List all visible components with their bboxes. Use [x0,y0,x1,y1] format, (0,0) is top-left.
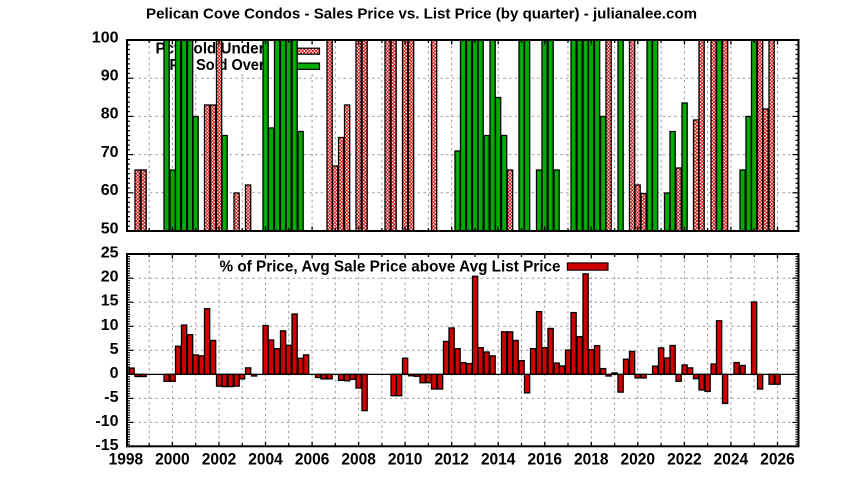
svg-text:2010: 2010 [388,450,423,469]
svg-text:-10: -10 [95,413,118,430]
svg-text:50: 50 [101,220,119,237]
svg-text:2016: 2016 [528,450,563,469]
svg-text:0: 0 [110,365,119,382]
svg-text:2012: 2012 [434,450,469,469]
svg-text:-15: -15 [95,437,118,454]
svg-text:80: 80 [101,106,119,123]
svg-text:2000: 2000 [155,450,190,469]
svg-text:2024: 2024 [714,450,749,469]
svg-text:100: 100 [92,29,119,46]
svg-text:2022: 2022 [667,450,702,469]
svg-text:5: 5 [110,341,119,358]
svg-text:% of Price, Avg Sale Price abo: % of Price, Avg Sale Price above Avg Lis… [220,259,561,276]
svg-text:2004: 2004 [248,450,283,469]
svg-text:25: 25 [101,245,119,262]
svg-text:Pelican Cove Condos - Sales Pr: Pelican Cove Condos - Sales Price vs. Li… [146,6,697,23]
svg-text:15: 15 [101,293,119,310]
svg-text:2006: 2006 [295,450,330,469]
svg-text:10: 10 [101,317,119,334]
svg-text:-5: -5 [104,389,118,406]
svg-text:2002: 2002 [202,450,237,469]
svg-text:90: 90 [101,68,119,85]
svg-text:2014: 2014 [481,450,516,469]
svg-text:1998: 1998 [109,450,144,469]
svg-text:2018: 2018 [574,450,609,469]
svg-text:2008: 2008 [341,450,376,469]
svg-text:60: 60 [101,182,119,199]
svg-text:70: 70 [101,144,119,161]
svg-text:2026: 2026 [760,450,795,469]
svg-text:2020: 2020 [621,450,656,469]
svg-text:20: 20 [101,269,119,286]
